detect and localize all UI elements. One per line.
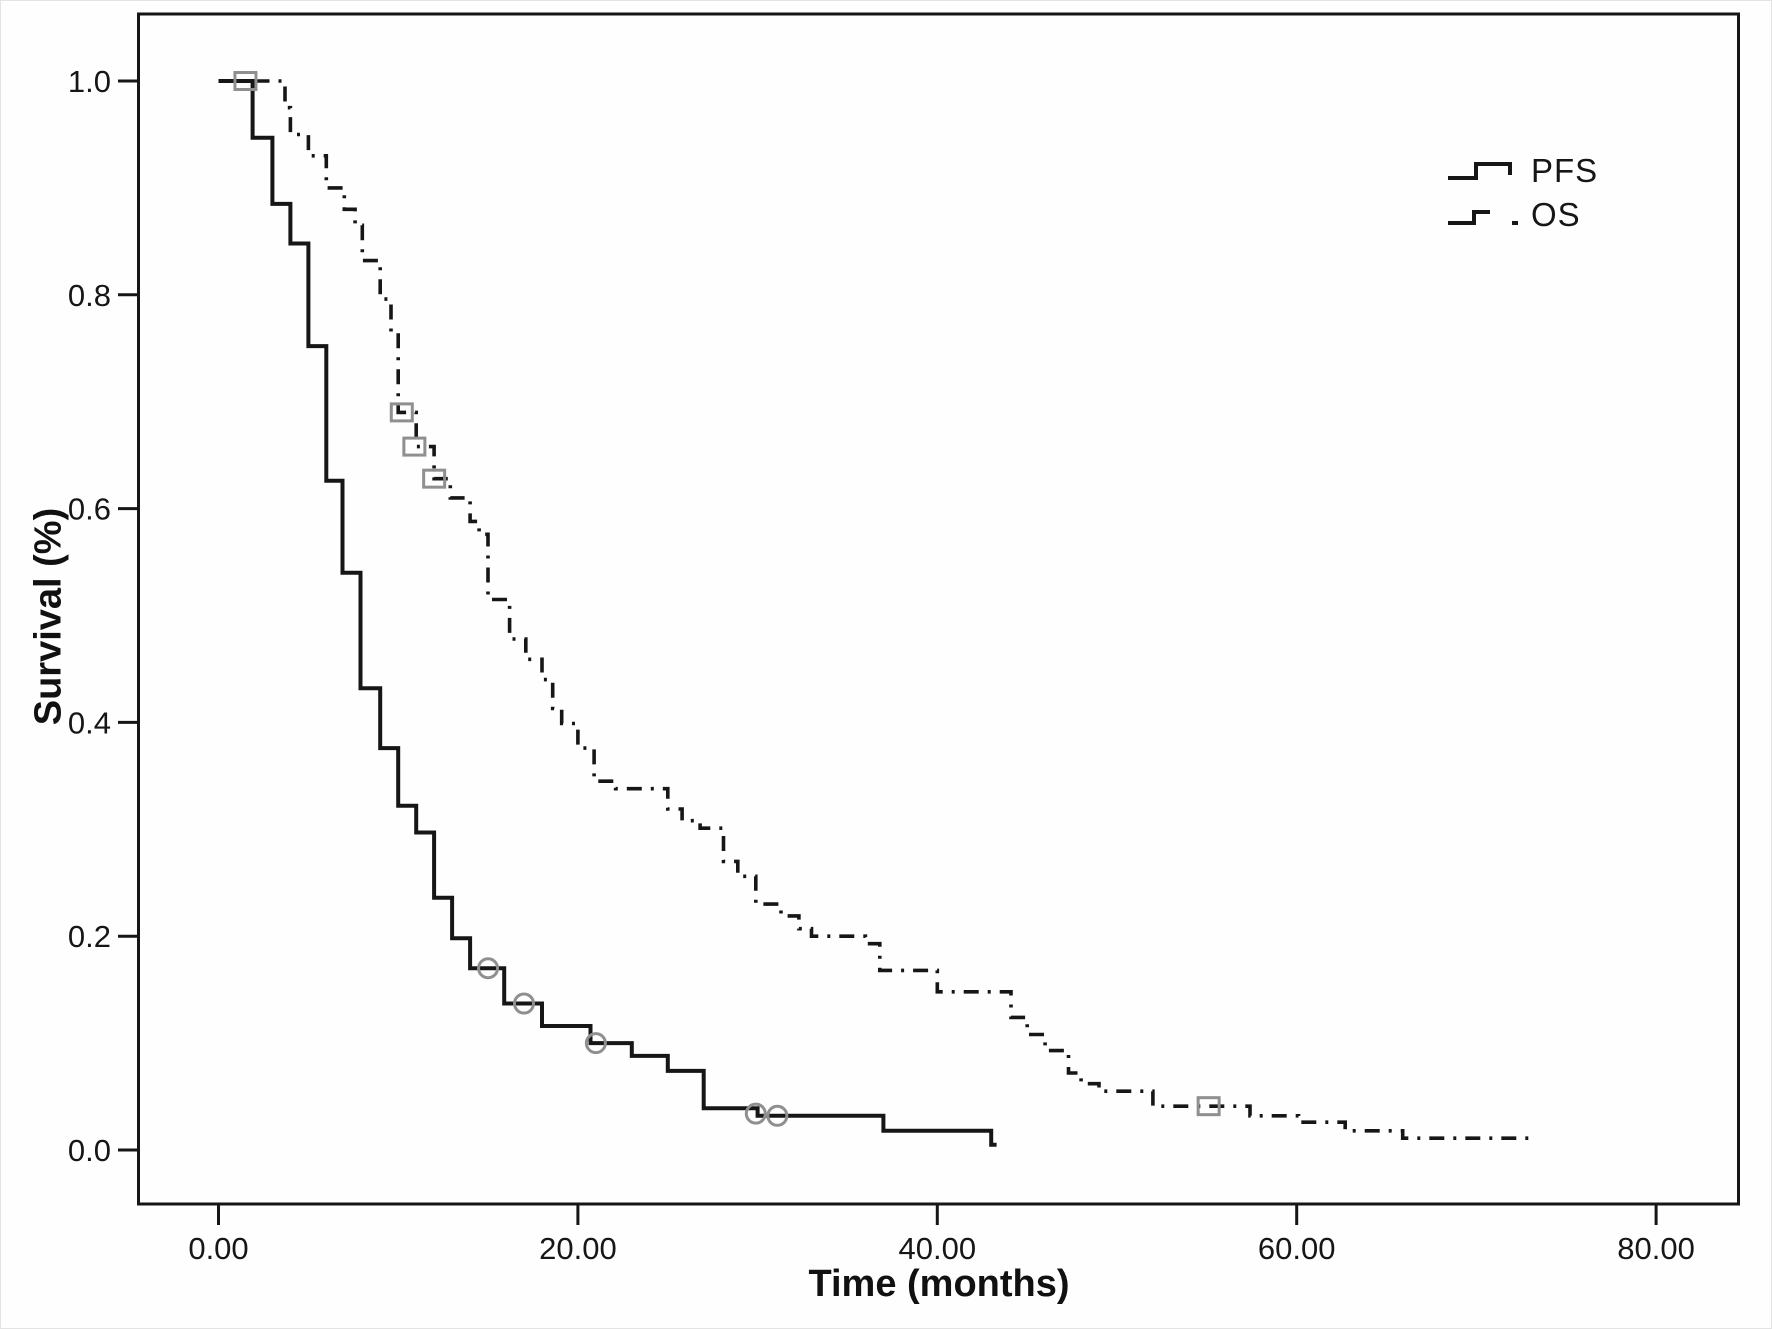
y-axis-title: Survival (%)	[27, 507, 70, 726]
solid-step-line-icon	[1448, 162, 1512, 180]
pfs-censor-icon	[512, 992, 535, 1015]
os-censor-icon	[389, 402, 414, 423]
os-curve	[218, 79, 1529, 1140]
y-tick-label: 0.2	[68, 919, 111, 954]
y-tick-label: 0.4	[68, 705, 111, 740]
os-censor-icon	[1196, 1096, 1221, 1117]
pfs-censor-icon	[477, 957, 500, 980]
x-tick-label: 20.00	[539, 1231, 617, 1266]
y-tick-label: 0.6	[68, 492, 111, 527]
x-axis-title: Time (months)	[808, 1263, 1070, 1305]
os-censor-icon	[422, 468, 447, 489]
y-tick-label: 0.8	[68, 278, 111, 313]
legend-label-pfs: PFS	[1531, 152, 1599, 189]
pfs-censor-icon	[766, 1104, 789, 1127]
legend-entry-pfs: PFS	[1446, 149, 1598, 193]
pfs-curve	[218, 79, 997, 1147]
os-censor-icon	[233, 71, 258, 91]
y-tick-label: 0.0	[68, 1133, 111, 1168]
x-tick-label: 40.00	[899, 1231, 977, 1266]
legend-entry-os: OS	[1446, 193, 1598, 237]
legend: PFS OS	[1446, 149, 1598, 237]
x-tick-label: 0.00	[188, 1231, 248, 1266]
pfs-censor-icon	[584, 1032, 607, 1055]
pfs-censor-icon	[744, 1102, 767, 1125]
x-tick-label: 60.00	[1258, 1231, 1336, 1266]
x-tick-label: 80.00	[1617, 1231, 1695, 1266]
os-censor-icon	[402, 436, 427, 457]
dashed-step-line-icon	[1448, 210, 1518, 225]
y-tick-label: 1.0	[68, 64, 111, 99]
legend-label-os: OS	[1531, 196, 1581, 233]
